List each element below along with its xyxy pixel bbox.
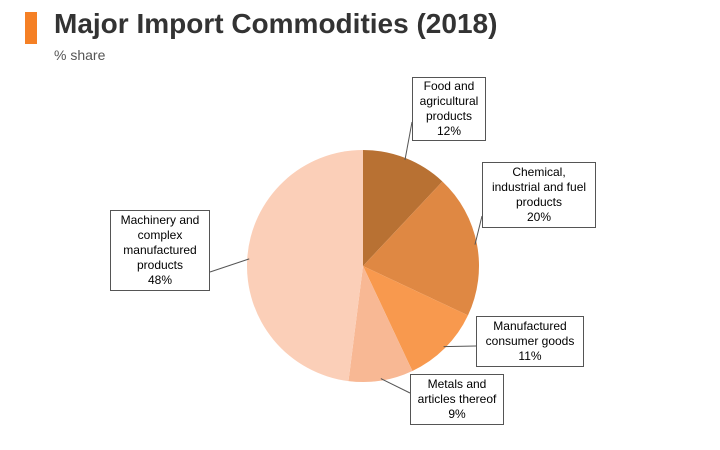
leader-lines [209,121,483,394]
chart-subtitle: % share [54,47,106,63]
slice-label-text: Manufactured consumer goods [485,319,575,348]
slice-label-metals: Metals and articles thereof 9% [410,374,504,425]
pie-slice-chemical [363,181,479,316]
slice-value-label: 20% [526,210,552,224]
leader-line-chemical [474,215,483,245]
pie-slice-machinery [247,150,363,382]
title-accent-bar [25,12,37,44]
slice-label-machinery: Machinery and complex manufactured produ… [110,210,210,291]
pie-slices [247,150,479,382]
slice-value-label: 11% [518,349,542,363]
leader-line-consumer-goods [443,345,477,348]
chart-title: Major Import Commodities (2018) [54,8,498,39]
slice-label-food: Food and agricultural products 12% [412,77,486,141]
slice-label-text: Metals and articles thereof [417,377,497,406]
pie-slice-consumer-goods [363,266,468,371]
leader-line-metals [380,378,411,394]
slice-label-chemical: Chemical, industrial and fuel products 2… [482,162,596,228]
slice-label-text: Machinery and complex manufactured produ… [120,213,200,272]
slice-label-text: Chemical, industrial and fuel products [491,165,587,209]
slice-value-label: 12% [436,124,462,138]
leader-line-machinery [209,258,250,273]
slice-value-label: 9% [448,407,466,421]
slice-value-label: 48% [147,273,173,287]
leader-line-food [404,121,413,161]
slice-label-text: Food and agricultural products [419,79,479,123]
slice-label-consumer-goods: Manufactured consumer goods 11% [476,316,584,367]
pie-slice-metals [348,266,413,382]
pie-slice-food [363,150,443,266]
